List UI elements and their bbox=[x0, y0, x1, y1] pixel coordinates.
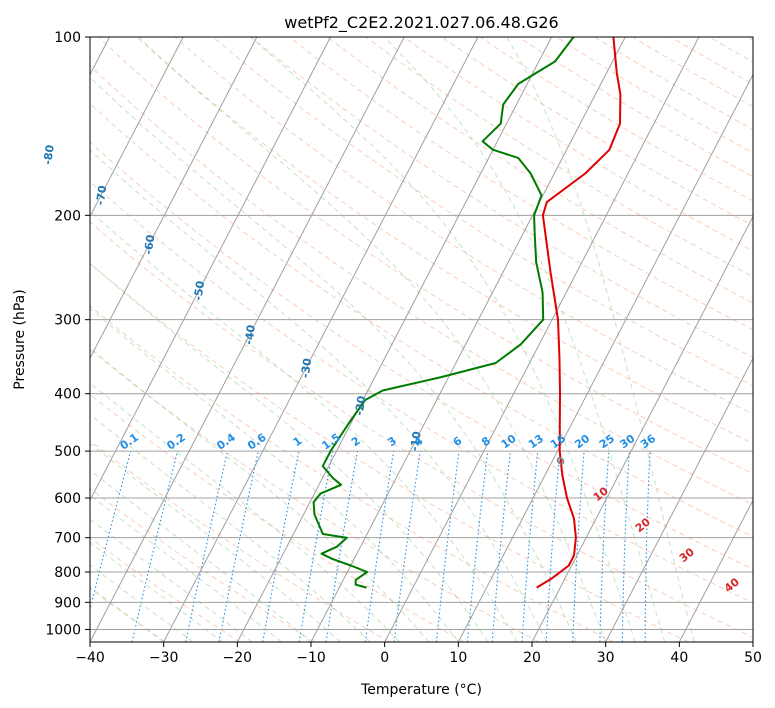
chart-title: wetPf2_C2E2.2021.027.06.48.G26 bbox=[284, 13, 558, 33]
moist-adiabat bbox=[250, 37, 636, 642]
x-tick-label: 10 bbox=[449, 650, 467, 666]
dry-adiabat bbox=[250, 37, 753, 358]
moist-adiabat bbox=[90, 347, 430, 642]
y-tick-label: 1000 bbox=[45, 622, 81, 638]
moist-adiabat bbox=[90, 149, 548, 642]
mixing-ratio-line bbox=[435, 451, 460, 642]
y-tick-label: 600 bbox=[54, 491, 81, 507]
moist-adiabats bbox=[90, 37, 695, 642]
moist-adiabat bbox=[90, 413, 371, 642]
y-tick-label: 300 bbox=[54, 313, 81, 329]
isotherm bbox=[90, 37, 331, 502]
x-axis-ticks: −40 −30 −20 −10 0 10 20 30 40 50 bbox=[75, 642, 762, 666]
isotherms bbox=[90, 37, 753, 642]
mixing-ratio-lines bbox=[90, 450, 651, 642]
temperature-profile-line bbox=[536, 37, 622, 589]
isotherm bbox=[236, 37, 552, 642]
isotherm-label: -10 bbox=[408, 430, 424, 452]
y-axis-label: Pressure (hPa) bbox=[12, 289, 28, 389]
dry-adiabat bbox=[90, 180, 753, 604]
isotherm-label: -50 bbox=[191, 280, 207, 302]
y-tick-label: 900 bbox=[54, 595, 81, 611]
x-tick-label: 40 bbox=[670, 650, 688, 666]
y-tick-label: 800 bbox=[54, 565, 81, 581]
y-axis-ticks: 100 200 300 400 500 600 700 800 900 1000 bbox=[45, 30, 90, 638]
dry-adiabat bbox=[90, 537, 241, 642]
mixing-ratio-line bbox=[491, 451, 511, 642]
isotherm bbox=[90, 37, 258, 360]
dry-adiabat bbox=[90, 393, 465, 642]
y-tick-label: 100 bbox=[54, 30, 81, 46]
x-tick-label: 30 bbox=[597, 650, 615, 666]
dry-adiabat bbox=[90, 588, 166, 642]
isotherm-label: -80 bbox=[41, 144, 57, 166]
moist-adiabat bbox=[506, 37, 695, 642]
dry-adiabat bbox=[90, 305, 614, 642]
mixing-ratio-line bbox=[90, 450, 132, 612]
isotherm bbox=[605, 357, 753, 642]
background-lines bbox=[90, 37, 753, 642]
dry-adiabat bbox=[174, 37, 753, 415]
moist-adiabat bbox=[90, 442, 341, 642]
y-tick-label: 700 bbox=[54, 531, 81, 547]
isotherm bbox=[310, 37, 626, 642]
isotherm bbox=[163, 37, 479, 642]
isotherm bbox=[90, 37, 184, 218]
dry-adiabat bbox=[90, 102, 753, 538]
x-tick-label: −20 bbox=[223, 650, 253, 666]
y-tick-label: 400 bbox=[54, 387, 81, 403]
x-tick-label: −10 bbox=[296, 650, 326, 666]
isotherm-label: -20 bbox=[353, 395, 369, 417]
isobars bbox=[90, 37, 753, 630]
isotherm-label: -70 bbox=[94, 184, 110, 206]
isotherm-label: -30 bbox=[299, 357, 315, 379]
moist-adiabat bbox=[90, 382, 400, 642]
dry-adiabat bbox=[90, 262, 689, 642]
isotherm bbox=[90, 37, 405, 642]
x-tick-label: 20 bbox=[523, 650, 541, 666]
mixing-ratio-line bbox=[364, 451, 395, 642]
moist-adiabat bbox=[90, 262, 489, 642]
x-tick-label: −40 bbox=[75, 650, 105, 666]
isotherm bbox=[384, 37, 700, 642]
x-tick-label: 50 bbox=[744, 650, 762, 666]
isotherm bbox=[531, 215, 753, 642]
isotherm-label: -60 bbox=[142, 233, 158, 255]
isotherm-label: -40 bbox=[242, 324, 258, 346]
dry-adiabat bbox=[327, 37, 753, 304]
isotherm bbox=[678, 499, 753, 642]
moist-adiabat bbox=[90, 210, 518, 642]
mixing-ratio-line bbox=[466, 451, 489, 642]
moist-adiabat bbox=[90, 76, 577, 642]
mixing-ratio-line bbox=[393, 451, 421, 642]
y-tick-label: 200 bbox=[54, 208, 81, 224]
mixing-ratio-line bbox=[521, 451, 539, 642]
dry-adiabat bbox=[90, 440, 390, 642]
plot-frame bbox=[89, 36, 754, 643]
y-tick-label: 500 bbox=[54, 444, 81, 460]
isotherm bbox=[457, 73, 753, 642]
dewpoint-profile-line bbox=[312, 37, 575, 589]
data-series bbox=[312, 37, 622, 589]
isotherm-label: -90 bbox=[0, 105, 3, 127]
mixing-ratio-line bbox=[185, 450, 229, 642]
x-tick-label: 0 bbox=[380, 650, 389, 666]
x-tick-label: −30 bbox=[149, 650, 179, 666]
moist-adiabat bbox=[383, 37, 666, 642]
dry-adiabat bbox=[98, 37, 753, 475]
x-axis-label: Temperature (°C) bbox=[360, 682, 482, 698]
moist-adiabat bbox=[138, 37, 607, 642]
mixing-ratio-line bbox=[131, 450, 179, 642]
